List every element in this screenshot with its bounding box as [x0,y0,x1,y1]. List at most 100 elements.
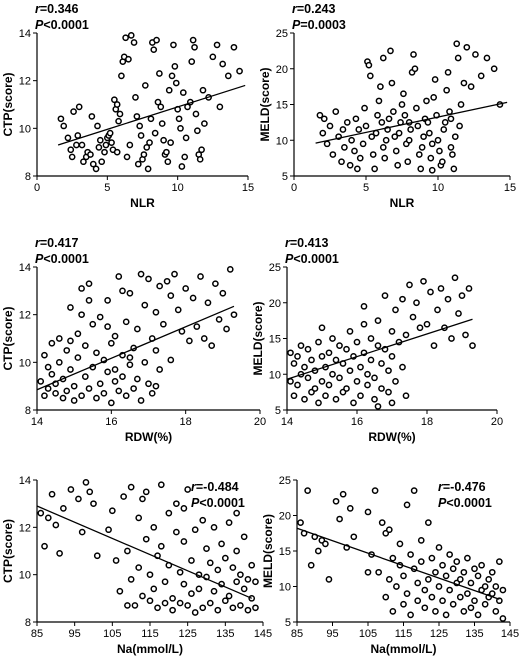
data-point [41,351,48,359]
data-point [499,615,507,622]
data-point [179,89,187,96]
r-value-label: r=0.346 [35,2,79,16]
data-point [74,132,82,139]
data-point [44,363,52,371]
data-point [137,270,145,278]
data-point [451,133,459,141]
data-point [460,608,468,615]
data-point [147,115,155,123]
data-point [450,165,458,173]
data-point [481,600,489,608]
data-point [420,133,427,141]
data-point [385,388,392,396]
y-tick-label: 12 [19,76,31,88]
data-point [60,505,67,512]
data-point [346,367,354,375]
y-tick-label: 8 [25,405,31,417]
data-point [193,323,201,330]
data-point [141,301,149,309]
y-axis-label: CTP(score) [1,306,15,370]
data-point [469,342,476,349]
data-point [332,497,340,505]
data-point [115,117,122,125]
data-point [460,568,468,576]
data-point [477,72,485,80]
data-point [118,72,125,80]
data-point [374,111,381,119]
regression-line [315,101,508,144]
y-tick-label: 10 [269,369,281,381]
data-point [126,141,134,149]
data-point [307,561,315,569]
data-point [374,403,382,410]
data-point [427,288,434,296]
data-point [210,587,218,595]
data-point [492,583,500,590]
data-point [371,487,379,494]
data-point [60,122,68,130]
data-point [314,547,322,555]
data-point [430,94,438,101]
data-point [367,335,375,342]
data-point [116,587,124,595]
regression-line [296,527,500,600]
data-point [139,495,146,503]
data-point [199,516,207,524]
data-point [423,97,430,105]
data-point [191,43,198,51]
data-point [388,353,396,360]
data-point [456,593,464,601]
data-point [199,604,207,612]
data-point [326,122,334,130]
x-tick-label: 5 [363,182,369,194]
x-axis-label: NLR [390,196,415,210]
x-tick-label: 105 [359,628,377,640]
data-point [399,295,406,303]
data-point [44,514,52,522]
data-point [112,557,120,564]
data-point [352,115,360,123]
x-axis-label: NLR [130,196,155,210]
data-point [436,147,443,155]
data-point [456,122,463,130]
data-point [178,163,186,170]
data-point [371,395,378,403]
data-point [175,115,183,123]
data-point [124,602,131,609]
data-point [315,399,322,407]
data-point [224,72,232,80]
data-point [173,500,180,508]
data-point [329,370,336,378]
data-point [89,160,97,168]
data-point [170,41,177,49]
data-point [404,158,412,166]
data-point [425,576,432,583]
data-point [287,349,294,357]
data-point [424,119,432,126]
data-point [439,561,446,569]
p-symbol: P [35,18,44,32]
y-tick-label: 20 [276,64,288,76]
data-point [364,370,371,378]
data-point [329,151,337,158]
data-point [364,508,372,516]
data-point [294,353,301,360]
data-point [219,289,227,297]
data-point [154,604,161,612]
r-symbol: r [35,2,41,16]
data-point [73,141,80,149]
x-tick-label: 145 [254,628,272,640]
data-point [444,295,452,303]
data-point [417,558,425,566]
data-point [393,583,400,590]
data-point [378,360,385,367]
data-point [377,83,384,90]
x-tick-label: 115 [141,628,159,640]
data-point [41,542,48,550]
data-point [102,141,110,149]
data-point [339,126,347,133]
data-point [428,166,436,174]
data-point [437,285,445,292]
p-value: <0.0001 [293,252,339,266]
